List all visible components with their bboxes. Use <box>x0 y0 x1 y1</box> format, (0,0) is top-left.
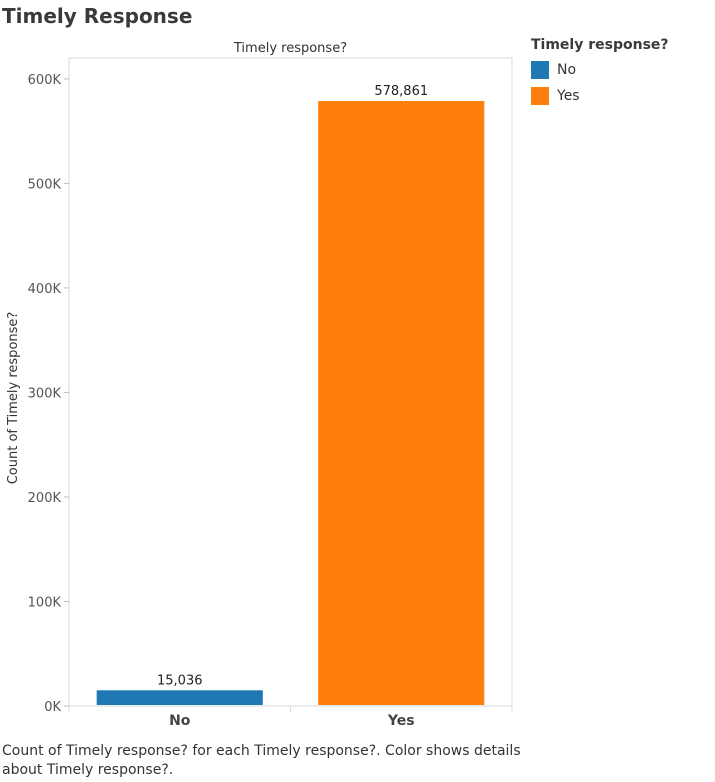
y-tick-label: 300K <box>28 386 62 401</box>
legend-label: No <box>557 62 577 78</box>
legend-swatch <box>531 61 549 79</box>
y-tick-label: 600K <box>28 73 62 88</box>
chart-header: Timely response? <box>233 41 347 56</box>
x-tick-label: Yes <box>387 713 415 729</box>
y-axis-title: Count of Timely response? <box>6 312 21 485</box>
legend-label: Yes <box>557 88 580 104</box>
y-tick-label: 0K <box>44 700 61 715</box>
x-tick-label: No <box>169 713 191 729</box>
chart-caption: Count of Timely response? for each Timel… <box>2 743 521 778</box>
y-tick-label: 400K <box>28 282 62 297</box>
legend-swatch <box>531 87 549 105</box>
bar-chart: Timely response? 0K 100K 200K 300K 400K 500K 60… <box>6 41 513 729</box>
bar-value-label: 578,861 <box>374 84 428 99</box>
page-title: Timely Response <box>2 4 193 28</box>
legend-item-yes[interactable]: Yes <box>531 83 669 109</box>
y-tick-label: 200K <box>28 491 62 506</box>
bar-yes <box>318 100 485 705</box>
legend: Timely response? No Yes <box>531 37 669 109</box>
legend-title: Timely response? <box>531 37 669 53</box>
y-tick-label: 500K <box>28 177 62 192</box>
bar-value-label: 15,036 <box>157 673 203 688</box>
bar-no <box>96 690 263 705</box>
legend-item-no[interactable]: No <box>531 57 669 83</box>
y-tick-label: 100K <box>28 595 62 610</box>
